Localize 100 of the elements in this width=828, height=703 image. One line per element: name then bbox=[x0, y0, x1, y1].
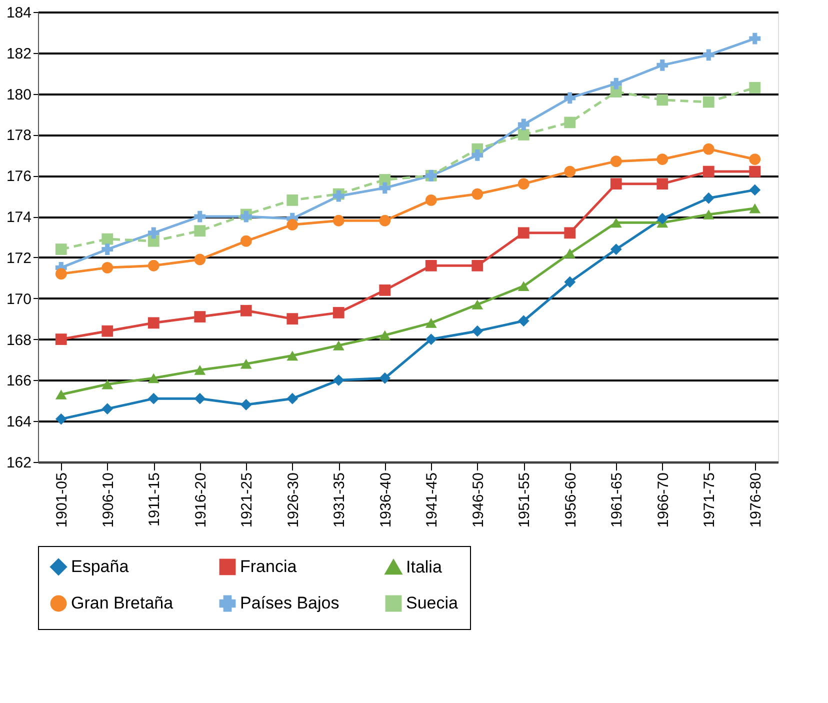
point bbox=[749, 154, 761, 165]
point bbox=[518, 129, 530, 140]
point bbox=[102, 244, 114, 255]
point bbox=[610, 244, 622, 255]
point bbox=[702, 166, 714, 178]
point bbox=[425, 260, 437, 272]
x-tick-label: 1906-10 bbox=[100, 472, 117, 528]
point bbox=[702, 96, 714, 108]
point bbox=[286, 350, 298, 361]
point bbox=[656, 59, 668, 71]
point bbox=[240, 235, 252, 247]
x-tick-label: 1926-30 bbox=[284, 472, 302, 528]
point bbox=[102, 379, 114, 390]
y-tick-label: 164 bbox=[6, 414, 32, 431]
y-tick-label: 168 bbox=[6, 332, 32, 349]
point bbox=[749, 82, 761, 94]
point bbox=[148, 227, 160, 239]
point bbox=[332, 340, 344, 350]
point bbox=[379, 214, 391, 226]
point bbox=[425, 318, 437, 328]
point bbox=[656, 154, 668, 165]
point bbox=[472, 149, 484, 161]
legend-label: España bbox=[71, 556, 130, 576]
point bbox=[102, 233, 114, 245]
point bbox=[749, 32, 761, 44]
point bbox=[564, 116, 576, 128]
point bbox=[332, 374, 344, 386]
x-tick-label: 1966-70 bbox=[654, 472, 672, 528]
point bbox=[55, 334, 67, 345]
point bbox=[702, 192, 714, 204]
point bbox=[564, 276, 576, 288]
point bbox=[148, 373, 160, 384]
point bbox=[194, 210, 206, 222]
point bbox=[55, 244, 67, 255]
y-tick-label: 174 bbox=[6, 209, 32, 226]
point bbox=[702, 210, 714, 220]
point bbox=[55, 268, 67, 280]
point bbox=[194, 225, 206, 237]
point bbox=[102, 403, 114, 415]
point bbox=[148, 260, 160, 272]
x-tick-label: 1956-60 bbox=[562, 472, 580, 528]
point bbox=[564, 92, 576, 104]
point bbox=[286, 313, 298, 325]
legend-label: Suecia bbox=[406, 594, 459, 612]
point bbox=[194, 311, 206, 322]
y-tick-label: 178 bbox=[6, 127, 32, 144]
y-tick-label: 176 bbox=[6, 168, 32, 186]
point bbox=[610, 156, 622, 168]
point bbox=[148, 392, 160, 404]
point bbox=[518, 227, 530, 239]
x-tick-label: 1941-45 bbox=[424, 472, 441, 528]
point bbox=[55, 413, 67, 425]
point bbox=[148, 317, 160, 329]
point bbox=[610, 218, 622, 228]
x-tick-label: 1916-20 bbox=[192, 472, 210, 528]
point bbox=[656, 212, 668, 224]
point bbox=[102, 325, 114, 337]
point bbox=[518, 315, 530, 327]
x-tick-label: 1936-40 bbox=[377, 472, 394, 528]
point bbox=[564, 166, 576, 178]
point bbox=[379, 182, 391, 194]
y-tick-label: 166 bbox=[6, 372, 32, 390]
point bbox=[610, 178, 622, 190]
point bbox=[102, 262, 114, 274]
point bbox=[286, 392, 298, 404]
point bbox=[702, 49, 714, 61]
x-tick-label: 1976-80 bbox=[747, 472, 764, 528]
point bbox=[564, 227, 576, 239]
point bbox=[379, 330, 391, 340]
point bbox=[240, 399, 252, 410]
x-tick-label: 1931-35 bbox=[331, 472, 348, 528]
point bbox=[55, 390, 67, 400]
legend-label: Países Bajos bbox=[240, 594, 340, 612]
x-tick-label: 1921-25 bbox=[238, 472, 256, 528]
y-tick-label: 170 bbox=[6, 290, 32, 308]
legend-label: Gran Bretaña bbox=[71, 594, 174, 612]
point bbox=[518, 281, 530, 292]
legend-label: Francia bbox=[240, 556, 298, 576]
point bbox=[240, 358, 252, 369]
point bbox=[379, 284, 391, 296]
point bbox=[286, 194, 298, 206]
x-tick-label: 1911-15 bbox=[146, 472, 164, 526]
point bbox=[194, 365, 206, 375]
point bbox=[749, 166, 761, 178]
x-tick-label: 1951-55 bbox=[516, 472, 534, 528]
point bbox=[379, 372, 391, 384]
x-tick-label: 1961-65 bbox=[608, 472, 626, 528]
point bbox=[286, 219, 298, 230]
point bbox=[656, 94, 668, 106]
y-tick-label: 184 bbox=[6, 4, 32, 22]
legend-label: Italia bbox=[406, 557, 442, 576]
point bbox=[749, 184, 761, 196]
point bbox=[656, 178, 668, 190]
point bbox=[702, 143, 714, 155]
point bbox=[194, 254, 206, 266]
point bbox=[518, 178, 530, 190]
y-tick-label: 180 bbox=[6, 86, 32, 104]
point bbox=[425, 194, 437, 206]
point bbox=[240, 304, 252, 316]
x-tick-label: 1946-50 bbox=[470, 472, 487, 528]
